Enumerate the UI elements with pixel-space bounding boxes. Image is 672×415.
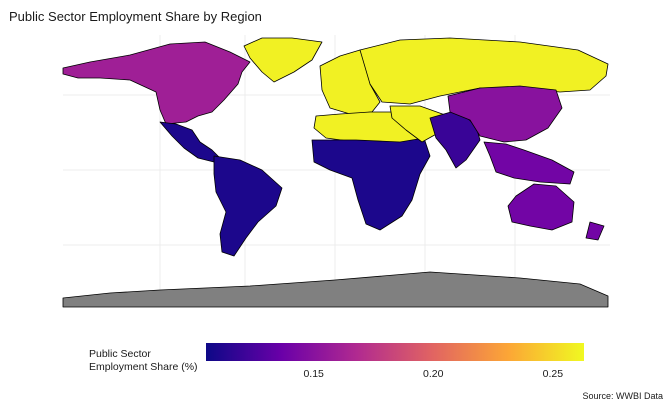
region-russia <box>359 37 609 105</box>
legend-tick: 0.15 <box>303 368 324 380</box>
region-sub-saharan-africa <box>311 137 431 231</box>
page-title: Public Sector Employment Share by Region <box>9 9 262 24</box>
legend-title-line-2: Employment Share (%) <box>89 361 198 373</box>
source-caption: Source: WWBI Data <box>582 391 663 401</box>
region-oceania <box>507 183 605 241</box>
region-greenland <box>243 37 323 83</box>
region-east-asia <box>447 85 563 143</box>
region-north-america <box>62 41 251 125</box>
region-antarctica <box>62 271 609 308</box>
legend-tick: 0.20 <box>423 368 444 380</box>
region-central-america <box>159 121 223 163</box>
legend-title: Public Sector Employment Share (%) <box>89 348 209 374</box>
region-southeast-asia <box>483 141 575 185</box>
region-middle-east <box>389 105 449 143</box>
legend-colorbar <box>206 343 584 361</box>
region-south-america <box>213 155 283 257</box>
legend-tick: 0.25 <box>542 368 564 380</box>
legend-title-line-1: Public Sector <box>89 348 151 360</box>
